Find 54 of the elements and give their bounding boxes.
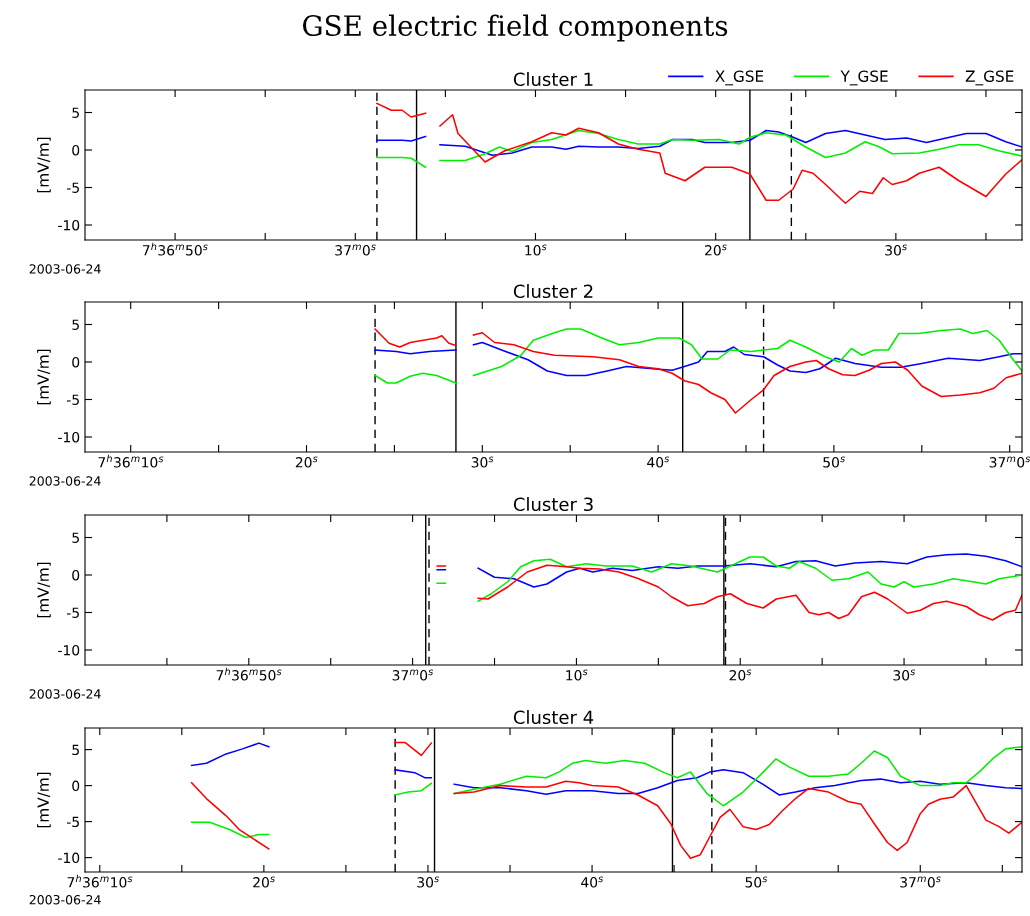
chart-title: Cluster 2 (513, 284, 593, 299)
x-tick-label: 20$^{s}$ (729, 669, 752, 681)
y-tick-label: 0 (72, 356, 80, 368)
x-tick-label: 7$^{h}$36$^{m}$10$^{s}$ (67, 874, 133, 888)
x-tick-label: 30$^{s}$ (471, 456, 494, 468)
y-tick-label: -10 (58, 644, 80, 656)
x-tick-label: 7$^{h}$36$^{m}$50$^{s}$ (216, 667, 282, 681)
y-tick-label: 5 (72, 532, 79, 543)
y-tick-label: -10 (58, 852, 80, 864)
y-axis-title: [mV/m] (37, 772, 51, 828)
y-tick-label: 5 (72, 744, 79, 756)
x-tick-label: 10$^{s}$ (525, 244, 547, 256)
legend-label: Z_GSE (965, 70, 1014, 86)
text: 2003-06-24 (29, 689, 101, 699)
y-tick-label: 0 (72, 569, 80, 581)
x-tick-label: 40$^{s}$ (647, 456, 670, 468)
x-tick-label: 37$^{m}$0$^{s}$ (900, 876, 941, 888)
x-tick-label: 7$^{h}$36$^{m}$50$^{s}$ (142, 242, 208, 256)
y-tick-label: 0 (72, 144, 80, 156)
x-tick-label: 37$^{m}$0$^{s}$ (392, 669, 434, 681)
y-axis-title: [mV/m] (37, 562, 51, 618)
y-tick-label: -5 (66, 816, 79, 828)
y-tick-label: -5 (66, 182, 79, 193)
y-tick-label: 5 (72, 107, 79, 118)
x-tick-label: 30$^{s}$ (885, 244, 907, 256)
x-tick-label: 37$^{m}$0$^{s}$ (335, 244, 376, 256)
legend-label: X_GSE (715, 70, 764, 86)
x-tick-label: 30$^{s}$ (417, 876, 439, 888)
y-tick-label: 5 (72, 319, 79, 330)
x-tick-label: 30$^{s}$ (893, 669, 916, 681)
x-tick-label: 37$^{m}$0$^{s}$ (989, 456, 1030, 468)
y-tick-label: -5 (66, 607, 79, 618)
chart-title: Cluster 4 (513, 710, 594, 725)
text: 2003-06-24 (29, 476, 101, 486)
x-tick-label: 50$^{s}$ (745, 876, 768, 888)
y-axis-title: [mV/m] (37, 137, 51, 193)
y-tick-label: 0 (72, 780, 80, 792)
x-tick-label: 20$^{s}$ (705, 244, 727, 256)
chart-subtitle: Cluster 1 (513, 72, 593, 87)
x-tick-label: 7$^{h}$36$^{m}$10$^{s}$ (98, 454, 164, 468)
y-axis-title: [mV/m] (37, 349, 51, 405)
y-tick-label: -5 (66, 394, 79, 405)
legend-label: Y_GSE (840, 70, 888, 86)
chart-title: GSE electric field components (302, 14, 728, 42)
x-tick-label: 10$^{s}$ (566, 669, 588, 681)
y-tick-label: -10 (58, 431, 80, 443)
x-tick-label: 50$^{s}$ (823, 456, 845, 468)
x-tick-label: 20$^{s}$ (295, 456, 318, 468)
text: 2003-06-24 (29, 894, 101, 905)
chart-title: Cluster 3 (513, 497, 593, 512)
y-tick-label: -10 (58, 219, 80, 231)
text: 2003-06-24 (29, 264, 101, 274)
x-tick-label: 40$^{s}$ (581, 876, 604, 888)
x-tick-label: 20$^{s}$ (253, 876, 275, 888)
